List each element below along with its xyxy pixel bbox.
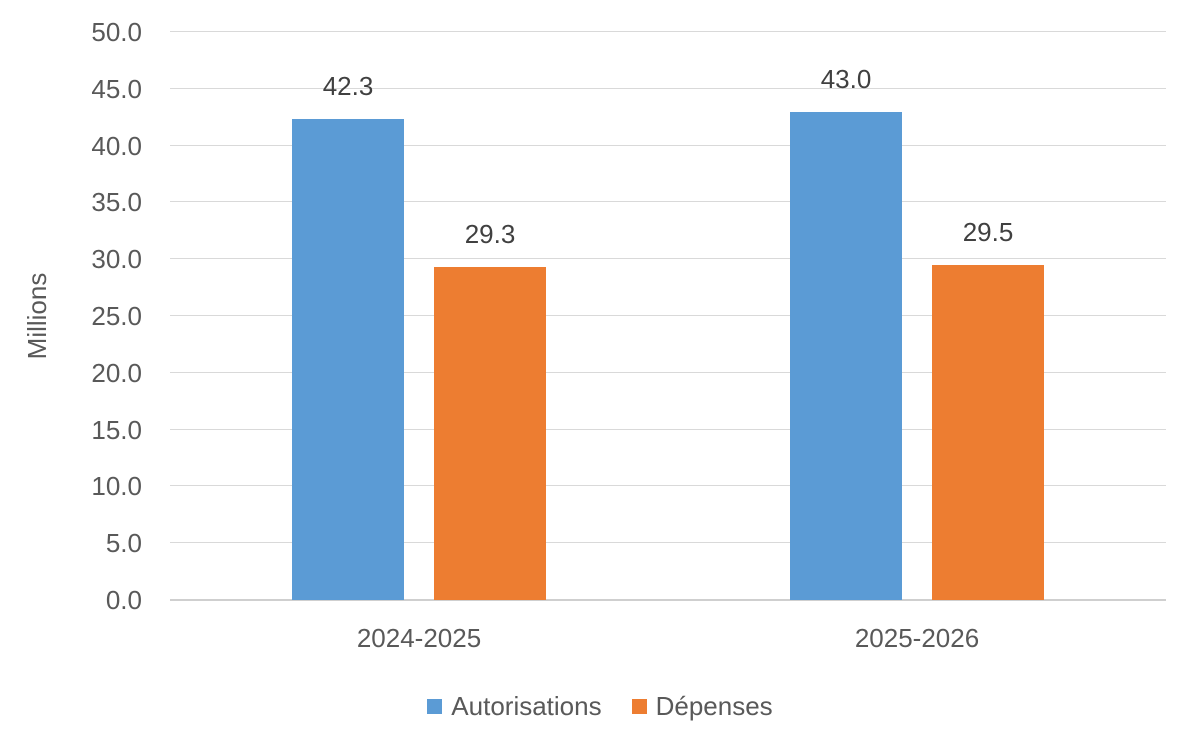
y-tick-label: 0.0 [105, 585, 142, 615]
bar-autorisations-2025-2026 [790, 111, 902, 600]
gridline [170, 87, 1166, 89]
bar-autorisations-2024-2025 [292, 119, 404, 600]
legend: Autorisations Dépenses [0, 692, 1200, 720]
gridline [170, 144, 1166, 146]
y-tick-label: 30.0 [91, 244, 142, 275]
gridline [170, 31, 1166, 32]
gridline [170, 371, 1166, 373]
y-tick-label: 25.0 [91, 301, 142, 331]
y-tick-label: 5.0 [105, 528, 142, 559]
y-tick-label: 50.0 [91, 17, 142, 47]
x-axis-label-2025-2026: 2025-2026 [854, 623, 980, 653]
y-tick-label: 15.0 [91, 414, 142, 445]
data-label: 29.5 [962, 216, 1014, 247]
y-tick-label: 35.0 [91, 187, 142, 218]
gridline [170, 428, 1166, 430]
x-axis-line [170, 599, 1166, 601]
y-tick-label: 10.0 [91, 471, 142, 502]
gridline [170, 542, 1166, 544]
y-axis-title: Millions [22, 272, 52, 360]
bar-dépenses-2025-2026 [932, 264, 1044, 600]
bar-dépenses-2024-2025 [434, 267, 546, 600]
legend-label-autorisations: Autorisations [451, 691, 602, 721]
y-tick-label: 40.0 [91, 130, 142, 161]
data-label: 42.3 [322, 71, 374, 102]
gridline [170, 315, 1166, 316]
x-axis-label-2024-2025: 2024-2025 [356, 623, 482, 653]
gridline [170, 201, 1166, 203]
plot-area: 42.3 29.3 43.0 29.5 [170, 31, 1166, 601]
legend-item-depenses: Dépenses [631, 691, 773, 721]
legend-swatch-autorisations-icon [427, 698, 443, 714]
gridline [170, 258, 1166, 260]
legend-item-autorisations: Autorisations [427, 691, 602, 721]
legend-swatch-depenses-icon [631, 698, 647, 714]
data-label: 43.0 [820, 63, 872, 94]
y-tick-label: 45.0 [91, 73, 142, 104]
gridline [170, 485, 1166, 487]
legend-label-depenses: Dépenses [655, 691, 773, 721]
y-tick-label: 20.0 [91, 357, 142, 388]
data-label: 29.3 [464, 219, 516, 250]
